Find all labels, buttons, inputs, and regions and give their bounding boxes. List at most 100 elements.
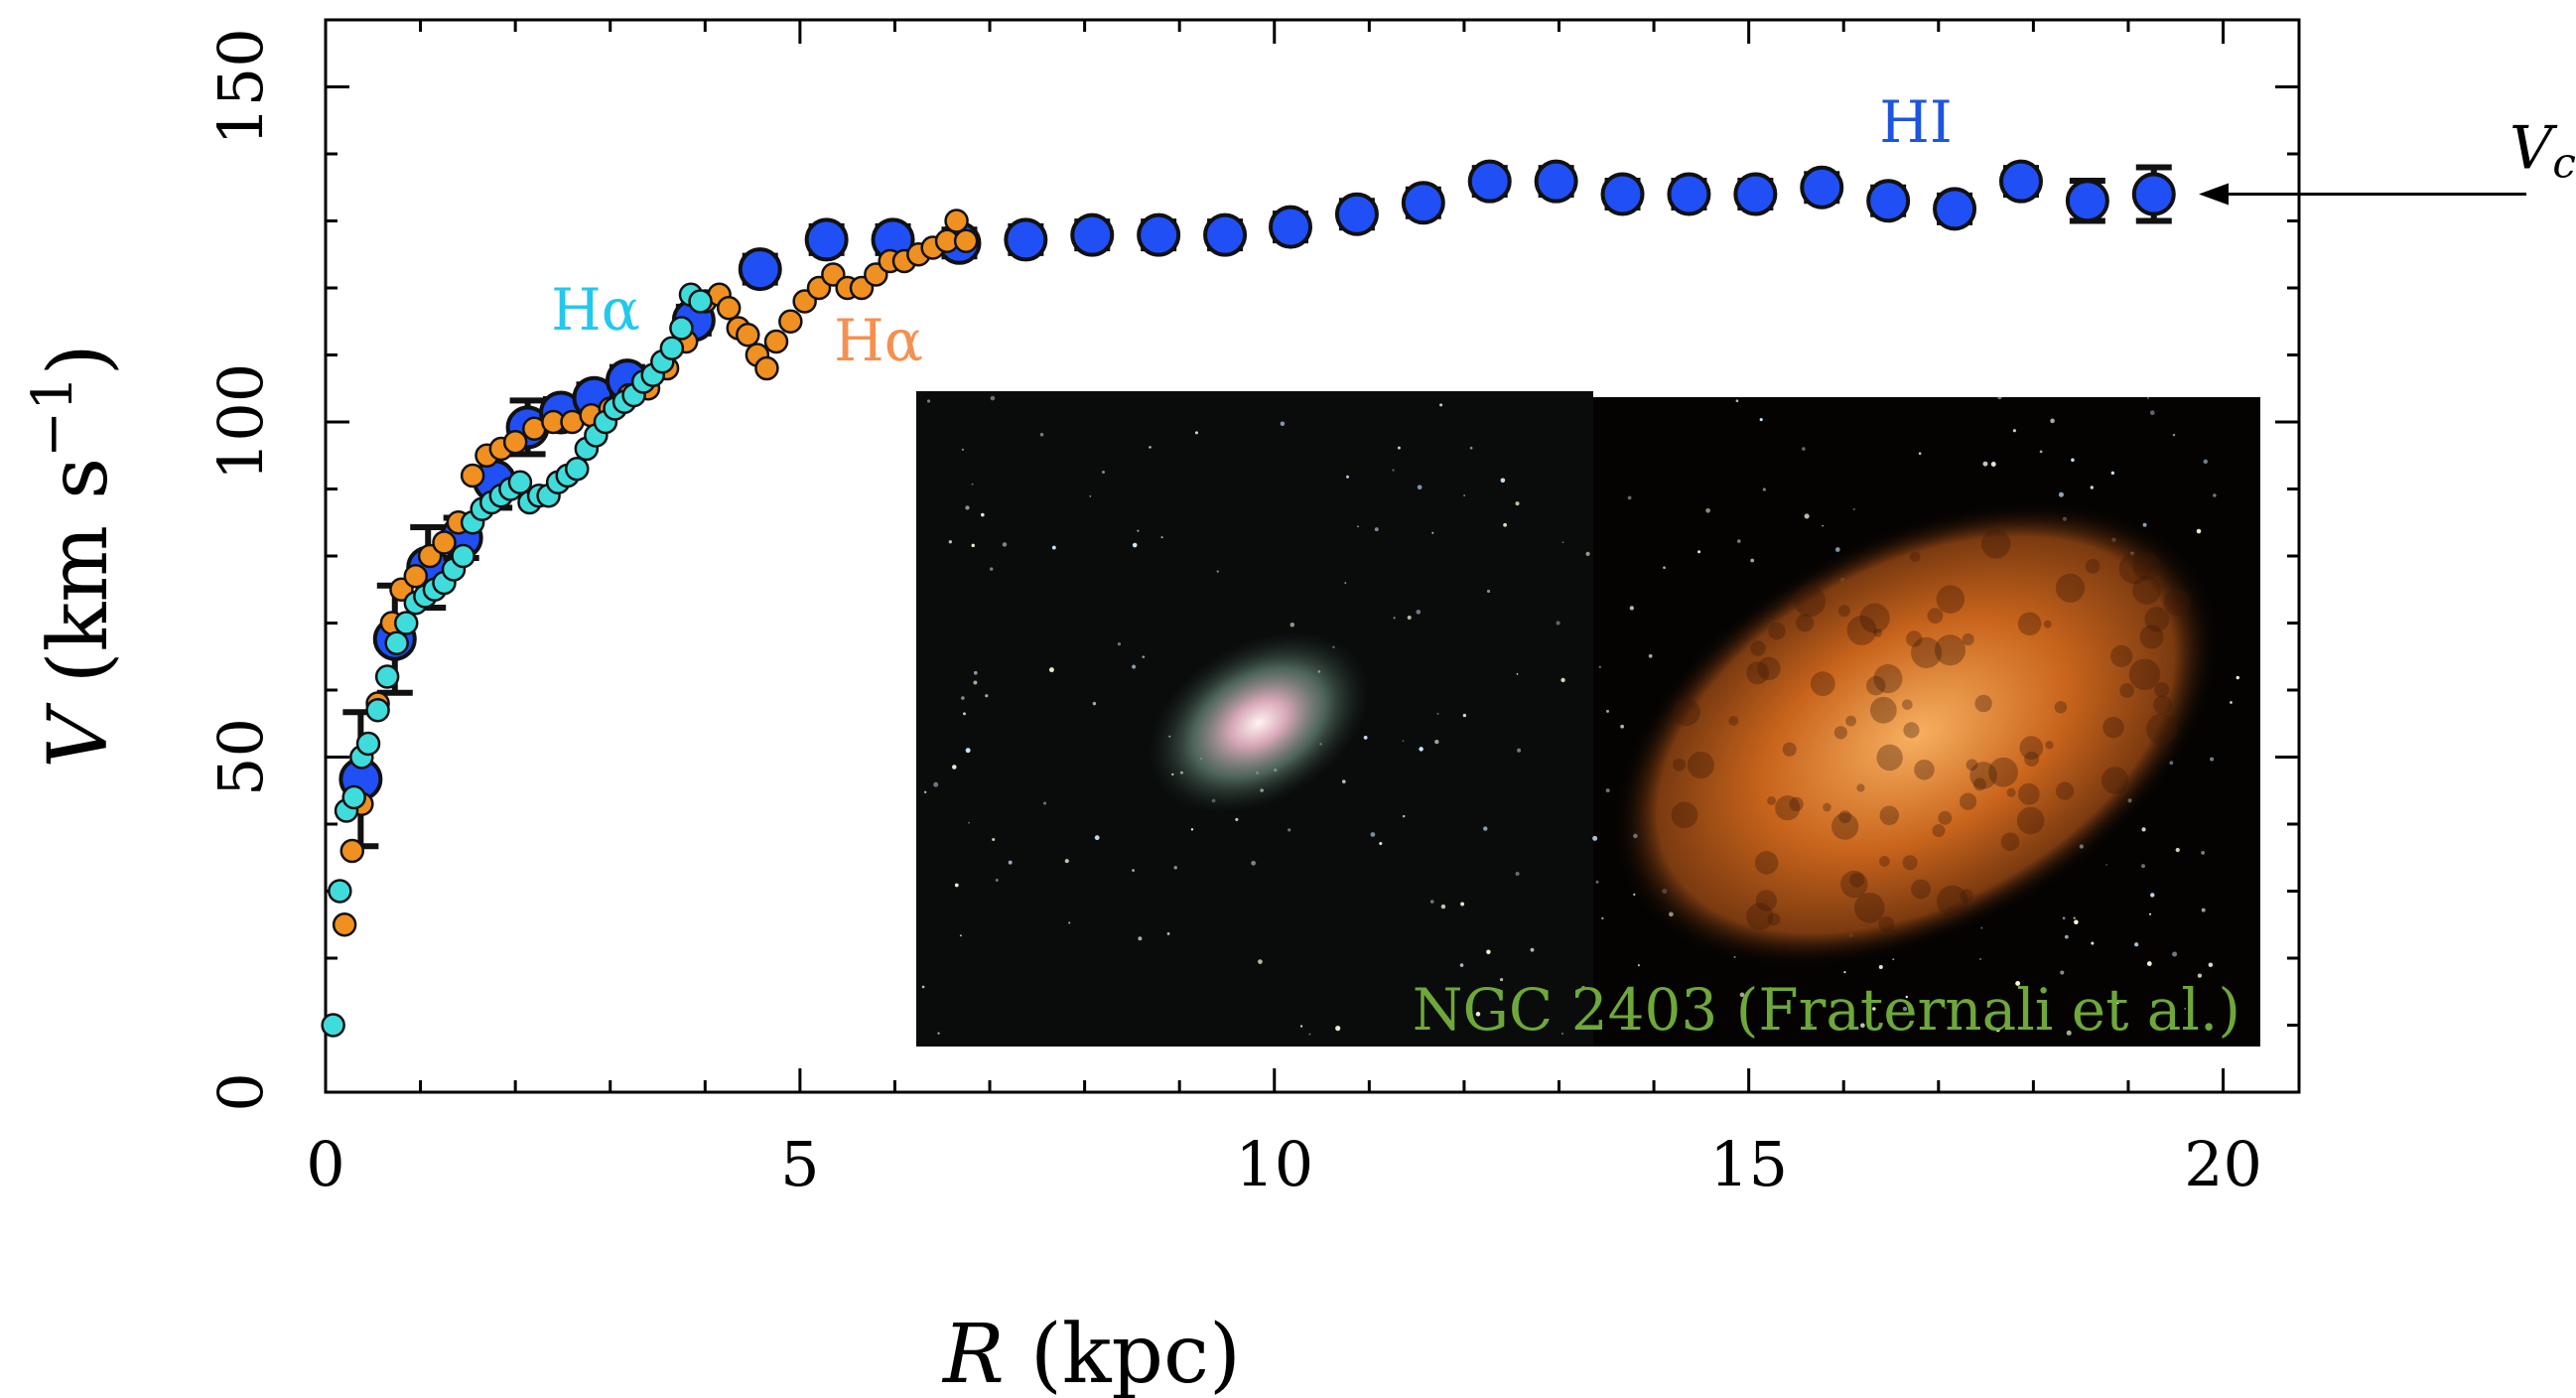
star bbox=[1810, 1024, 1814, 1027]
star bbox=[2073, 916, 2076, 919]
dust-lane bbox=[1962, 632, 1974, 645]
dust-lane bbox=[1974, 694, 1992, 713]
data-point bbox=[1401, 181, 1445, 225]
dust-lane bbox=[1672, 698, 1700, 727]
data-point bbox=[365, 698, 390, 723]
star bbox=[2105, 864, 2107, 866]
star bbox=[1397, 446, 1401, 450]
star bbox=[1750, 558, 1755, 563]
data-point bbox=[403, 564, 429, 589]
star bbox=[980, 512, 985, 517]
data-point bbox=[502, 430, 528, 455]
star bbox=[1374, 527, 1379, 532]
star bbox=[1627, 495, 1632, 500]
x-tick-label: 20 bbox=[2184, 1128, 2262, 1200]
data-point bbox=[328, 879, 352, 904]
inset-caption: NGC 2403 (Fraternali et al.) bbox=[1413, 976, 2240, 1044]
dust-lane bbox=[2118, 552, 2151, 585]
dust-lane bbox=[1906, 630, 1923, 647]
star bbox=[971, 543, 975, 548]
data-point bbox=[736, 323, 760, 348]
star bbox=[1417, 485, 1423, 490]
data-point bbox=[1733, 172, 1778, 216]
data-point bbox=[507, 470, 533, 494]
dust-lane bbox=[1775, 795, 1801, 821]
star bbox=[2015, 981, 2021, 986]
star bbox=[927, 399, 931, 403]
data-point bbox=[953, 228, 979, 253]
data-point bbox=[451, 543, 475, 569]
star bbox=[1258, 959, 1263, 964]
star bbox=[1132, 542, 1138, 548]
dust-lane bbox=[2101, 767, 2129, 794]
star bbox=[1280, 421, 1286, 427]
star bbox=[1486, 949, 1491, 954]
star bbox=[1407, 615, 1412, 620]
star bbox=[1500, 478, 1506, 484]
data-point bbox=[1070, 212, 1115, 257]
dust-lane bbox=[1794, 585, 1827, 618]
star bbox=[1769, 986, 1772, 989]
star bbox=[1762, 488, 1766, 491]
star bbox=[2230, 701, 2233, 704]
data-point bbox=[393, 611, 419, 635]
star bbox=[963, 712, 966, 716]
dust-lane bbox=[1903, 722, 1920, 739]
star bbox=[1944, 1007, 1947, 1010]
star bbox=[1581, 985, 1585, 990]
star bbox=[1918, 452, 1922, 456]
data-point bbox=[716, 296, 742, 321]
data-point bbox=[1933, 187, 1977, 231]
star bbox=[1598, 665, 1601, 668]
data-point bbox=[2131, 172, 2176, 216]
star bbox=[2208, 962, 2214, 968]
star bbox=[1299, 1025, 1303, 1028]
dust-lane bbox=[1902, 699, 1913, 710]
dust-lane bbox=[1934, 634, 1966, 666]
dust-lane bbox=[2128, 658, 2161, 690]
star bbox=[2236, 675, 2239, 680]
x-axis-unit: (kpc) bbox=[1030, 1308, 1241, 1398]
star bbox=[1357, 525, 1359, 528]
dust-lane bbox=[1902, 855, 1918, 871]
star bbox=[1173, 866, 1177, 870]
dust-lane bbox=[1910, 551, 1921, 563]
y-axis-unit: (km s bbox=[32, 458, 126, 684]
star bbox=[1416, 610, 1422, 615]
dust-lane bbox=[1927, 608, 1944, 625]
data-point bbox=[341, 784, 366, 810]
data-point bbox=[1467, 159, 1512, 204]
star bbox=[2050, 418, 2055, 424]
dust-lane bbox=[1673, 758, 1687, 771]
star bbox=[1092, 701, 1097, 706]
star bbox=[2115, 1001, 2119, 1005]
data-point bbox=[763, 329, 789, 354]
star bbox=[961, 448, 964, 451]
dust-lane bbox=[1981, 529, 2011, 559]
star bbox=[2091, 941, 2095, 945]
dust-lane bbox=[1873, 664, 1903, 694]
star bbox=[1431, 531, 1434, 534]
dust-lane bbox=[1910, 636, 1943, 668]
star bbox=[1289, 622, 1295, 628]
star bbox=[1117, 642, 1122, 646]
data-point bbox=[460, 463, 485, 489]
y-axis-variable: V bbox=[32, 702, 126, 769]
star bbox=[973, 680, 978, 685]
dust-lane bbox=[1960, 889, 1973, 903]
dust-lane bbox=[1966, 759, 1978, 771]
star bbox=[1530, 947, 1535, 952]
dust-lane bbox=[1789, 796, 1804, 812]
data-point bbox=[1137, 212, 1181, 257]
star bbox=[2071, 458, 2075, 463]
star bbox=[2074, 919, 2079, 925]
dust-lane bbox=[1911, 879, 1931, 900]
data-point bbox=[355, 731, 381, 757]
data-point bbox=[754, 355, 779, 381]
data-point bbox=[432, 530, 457, 555]
star bbox=[2058, 491, 2064, 497]
star bbox=[1995, 1028, 2000, 1033]
star bbox=[1068, 921, 1071, 924]
star bbox=[1138, 936, 1143, 941]
